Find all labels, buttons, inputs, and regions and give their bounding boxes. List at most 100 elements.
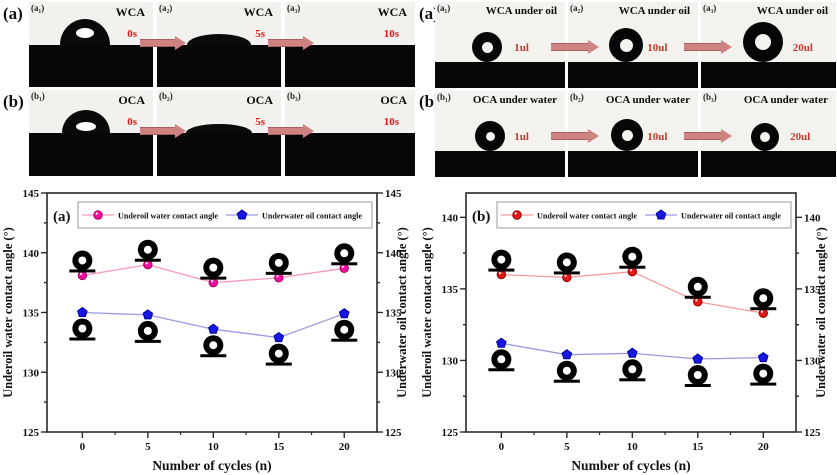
y-axes: 125 125 130 130 135 135 140 140 145 145 [23,188,403,439]
arrow-right-icon [140,124,186,138]
droplet-highlight [76,27,94,38]
droplet-icons [488,349,777,388]
photo-panel-oca-5s: (b₂) OCA 5s [157,90,281,176]
substrate [568,62,698,88]
arrow-right-icon [268,36,314,50]
oil-droplet [186,124,252,133]
volume-label: 1ul [514,131,529,143]
droplet-icon [488,349,515,372]
panel-title: WCA under oil [485,5,557,17]
data-point [273,331,285,343]
svg-text:0: 0 [80,441,86,453]
panel-title: OCA under water [605,94,690,106]
svg-text:140: 140 [385,248,402,260]
sub-label: (b₃) [703,92,717,102]
legend: Underoil water contact angle Underwater o… [496,201,792,229]
substrate [157,133,281,176]
droplet-hole [755,34,771,51]
sub-label: (a₂) [570,3,584,13]
substrate [435,62,565,88]
sub-label: (b₃) [287,91,301,101]
water-droplet-under-oil [743,22,783,63]
x-axis-title: Number of cycles (n) [571,458,690,473]
y-axis-title-right: Underwater oil contact angle (°) [395,227,409,398]
oil-droplet-under-water [751,123,779,152]
sub-label: (b₁) [437,92,451,102]
photo-panel-wca-0s: (a₁) WCA 0s [29,2,153,87]
sub-label: (a₁) [437,3,451,13]
y-axis-title-left: Underoil water contact angle (°) [1,227,15,397]
legend-label: Underoil water contact angle [118,212,218,221]
photo-panel-wca-under-oil-10ul: (a₂) WCA under oil 10ul [568,2,698,88]
panel-title: WCA [377,5,407,19]
droplet-icon [69,250,96,273]
droplet-hole [621,129,633,141]
series-pentagon [77,306,350,343]
svg-text:10: 10 [627,441,639,453]
panel-label: (a) [53,209,71,225]
sub-label: (a₃) [703,3,717,13]
droplet-hole [481,41,493,53]
arrow-right-icon [684,129,732,143]
droplet-icon [200,335,227,358]
substrate [701,62,836,88]
data-point [77,270,88,281]
water-droplet-under-oil [472,32,502,63]
data-point [693,297,703,307]
svg-text:130: 130 [442,355,459,367]
droplet-icon [619,246,646,269]
water-droplet-under-oil [609,28,643,63]
svg-text:130: 130 [385,367,402,379]
arrow-right-icon [551,40,599,54]
droplet-hole [760,132,770,143]
time-label: 0s [127,116,137,128]
legend: Underoil water contact angle Underwater o… [77,201,373,229]
panel-title: OCA [246,93,273,107]
droplet-icon [331,243,358,266]
y-axes: 125 125 130 130 135 135 140 140 [442,212,822,439]
photo-panel-wca-under-oil-1ul: (a₁) WCA under oil 1ul [435,2,565,88]
oil-droplet-under-water [611,119,643,152]
time-label: 10s [383,116,399,128]
data-point [627,347,638,358]
panel-title: OCA under water [472,94,557,106]
panel-label-b-right: (b) [419,92,440,111]
svg-text:125: 125 [442,427,459,439]
panel-title: WCA [115,5,145,19]
data-point [758,308,768,318]
time-label: 5s [255,28,265,40]
sub-label: (b₂) [159,91,173,101]
svg-text:145: 145 [385,188,402,200]
panel-title: OCA under water [743,94,828,106]
svg-text:10: 10 [208,441,220,453]
volume-label: 20ul [790,131,811,143]
chart-a-contact-angle-vs-cycles: 125 125 130 130 135 135 140 140 145 145 0 5 10 15 20 Nu… [0,180,418,475]
droplet-icon [553,360,580,383]
droplet-hole [485,131,495,141]
droplet-highlight [76,122,96,131]
droplet-icon [200,257,227,280]
legend-label: Underwater oil contact angle [262,212,362,221]
volume-label: 10ul [647,42,668,54]
droplet-icon [265,343,292,366]
water-droplet [187,33,251,45]
svg-text:140: 140 [23,248,40,260]
substrate [29,44,153,87]
droplet-icon [331,319,358,342]
droplet-icon [684,276,711,299]
droplet-icon [488,249,515,272]
droplet-icon [134,239,161,262]
data-point [757,351,769,363]
droplet-icon [69,318,96,341]
svg-text:135: 135 [442,284,459,296]
plot-frame [465,192,797,433]
oil-droplet-under-water [475,121,505,152]
volume-label: 1ul [514,42,529,54]
svg-text:0: 0 [499,441,505,453]
water-droplet [60,18,110,45]
substrate [29,133,153,176]
substrate [435,151,565,177]
svg-text:135: 135 [23,308,40,320]
data-point [496,269,507,280]
